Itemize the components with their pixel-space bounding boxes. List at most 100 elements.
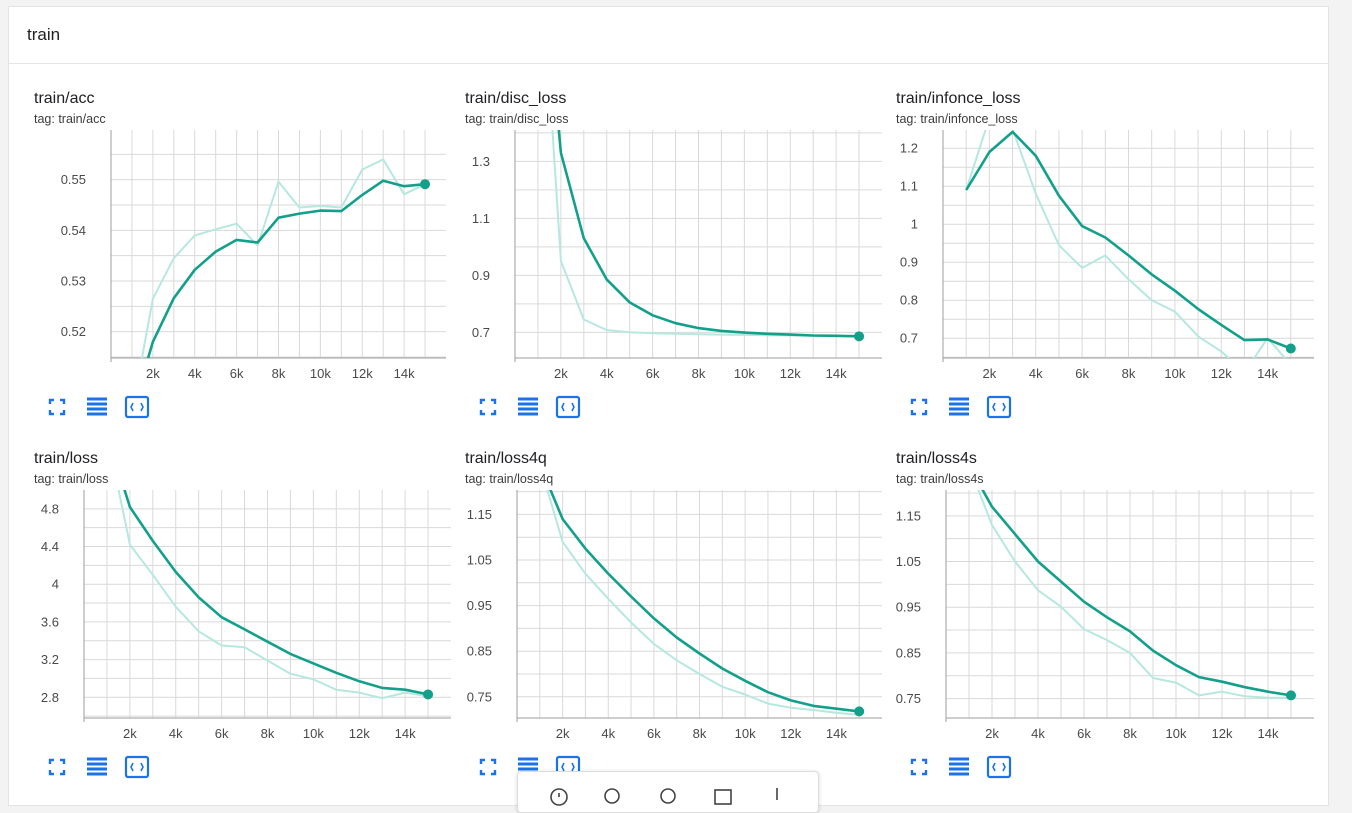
zoom-in-icon[interactable]: [602, 786, 624, 808]
smoothed-series-line: [549, 490, 860, 713]
x-tick-label: 8k: [692, 366, 706, 381]
floating-toolbar: [517, 771, 819, 813]
x-tick-label: 4k: [169, 726, 183, 741]
table-bar: [518, 402, 538, 406]
table-bar: [518, 407, 538, 411]
table-bar: [87, 412, 107, 416]
last-point-marker[interactable]: [1285, 343, 1296, 354]
y-tick-label: 4.4: [41, 539, 59, 554]
table-bar: [949, 762, 969, 766]
fullscreen-icon[interactable]: [475, 394, 501, 420]
fit-arrows: [992, 762, 1006, 772]
last-point-marker[interactable]: [854, 706, 865, 717]
chart-tag: tag: train/infonce_loss: [896, 112, 1018, 126]
fit-arrows: [130, 762, 144, 772]
data-table-icon[interactable]: [946, 394, 972, 420]
table-bar: [87, 772, 107, 776]
fullscreen-corner: [479, 410, 485, 416]
data-table-icon[interactable]: [84, 754, 110, 780]
zoom-out-icon[interactable]: [658, 786, 680, 808]
pan-icon[interactable]: [548, 786, 570, 808]
chart-toolbar: [906, 394, 1012, 420]
x-tick-label: 12k: [780, 726, 801, 741]
x-tick-label: 10k: [1164, 366, 1185, 381]
fullscreen-corner: [910, 770, 916, 776]
y-tick-label: 0.55: [61, 172, 86, 187]
fullscreen-icon-glyph: [910, 758, 928, 776]
y-tick-label: 0.8: [900, 293, 918, 308]
x-tick-label: 6k: [1077, 726, 1091, 741]
fit-domain-icon[interactable]: [555, 394, 581, 420]
fullscreen-icon[interactable]: [44, 394, 70, 420]
line-chart: 2k 4k 6k 8k 10k 12k 14k 0.75 0.85 0.95 1.05 1.15: [896, 490, 1314, 741]
y-tick-label: 0.7: [900, 331, 918, 346]
data-table-icon[interactable]: [84, 394, 110, 420]
fullscreen-corner: [60, 758, 66, 764]
data-table-icon[interactable]: [946, 754, 972, 780]
line-chart: 2k 4k 6k 8k 10k 12k 14k 0.7 0.9 1.1 1.3: [472, 130, 882, 381]
x-tick-label: 10k: [1166, 726, 1187, 741]
fullscreen-corner: [60, 410, 66, 416]
y-tick-label: 0.7: [472, 325, 490, 340]
table-bar: [518, 767, 538, 771]
fit-arrows: [561, 762, 575, 772]
chart-title: train/acc: [34, 90, 95, 107]
y-tick-label: 0.75: [896, 691, 921, 706]
table-bar: [949, 397, 969, 401]
last-point-marker[interactable]: [423, 689, 434, 700]
fullscreen-icon-glyph: [910, 398, 928, 416]
fit-domain-icon-glyph: [555, 395, 581, 419]
x-tick-label: 14k: [826, 726, 847, 741]
x-tick-label: 8k: [1122, 366, 1136, 381]
table-bar: [87, 397, 107, 401]
y-tick-label: 3.6: [41, 614, 59, 629]
x-tick-label: 2k: [554, 366, 568, 381]
image-icon[interactable]: [712, 786, 734, 808]
x-tick-label: 10k: [303, 726, 324, 741]
smoothed-series-line: [965, 130, 1292, 350]
raw-series-line: [140, 158, 426, 358]
data-table-icon[interactable]: [515, 394, 541, 420]
data-table-icon-glyph: [87, 397, 107, 416]
x-tick-label: 14k: [394, 366, 415, 381]
y-tick-label: 0.9: [472, 268, 490, 283]
x-tick-label: 8k: [1123, 726, 1137, 741]
fit-domain-icon[interactable]: [986, 394, 1012, 420]
last-point-marker[interactable]: [420, 179, 431, 190]
x-tick-label: 10k: [734, 366, 755, 381]
fullscreen-corner: [910, 398, 916, 404]
fullscreen-corner: [491, 398, 497, 404]
x-tick-label: 6k: [647, 726, 661, 741]
x-tick-label: 6k: [215, 726, 229, 741]
line-chart: 2k 4k 6k 8k 10k 12k 14k 0.7 0.8 0.9 1 1.1 1.2: [900, 130, 1314, 381]
x-tick-label: 2k: [123, 726, 137, 741]
chart-title: train/infonce_loss: [896, 90, 1021, 107]
chart-toolbar: [906, 754, 1012, 780]
table-bar: [949, 407, 969, 411]
last-point-marker[interactable]: [1286, 690, 1296, 701]
y-tick-label: 0.52: [61, 324, 86, 339]
fullscreen-icon[interactable]: [44, 754, 70, 780]
raw-series-line: [977, 490, 1291, 699]
x-tick-label: 8k: [261, 726, 275, 741]
download-icon[interactable]: [766, 786, 788, 808]
fullscreen-icon[interactable]: [906, 394, 932, 420]
x-tick-label: 8k: [693, 726, 707, 741]
smoothed-series-line: [981, 490, 1292, 697]
fit-domain-icon[interactable]: [124, 754, 150, 780]
y-tick-label: 0.85: [896, 645, 921, 660]
last-point-marker[interactable]: [854, 331, 865, 342]
fullscreen-icon[interactable]: [475, 754, 501, 780]
fit-domain-icon[interactable]: [124, 394, 150, 420]
raw-series-line: [117, 490, 429, 700]
fullscreen-icon[interactable]: [906, 754, 932, 780]
fullscreen-icon-glyph: [48, 758, 66, 776]
fullscreen-corner: [48, 410, 54, 416]
smoothed-series-line: [557, 130, 860, 338]
x-tick-label: 4k: [601, 726, 615, 741]
fit-domain-icon[interactable]: [986, 754, 1012, 780]
x-tick-label: 12k: [349, 726, 370, 741]
x-tick-label: 8k: [272, 366, 286, 381]
y-tick-label: 0.85: [467, 644, 492, 659]
chart-title: train/loss4q: [465, 450, 547, 467]
